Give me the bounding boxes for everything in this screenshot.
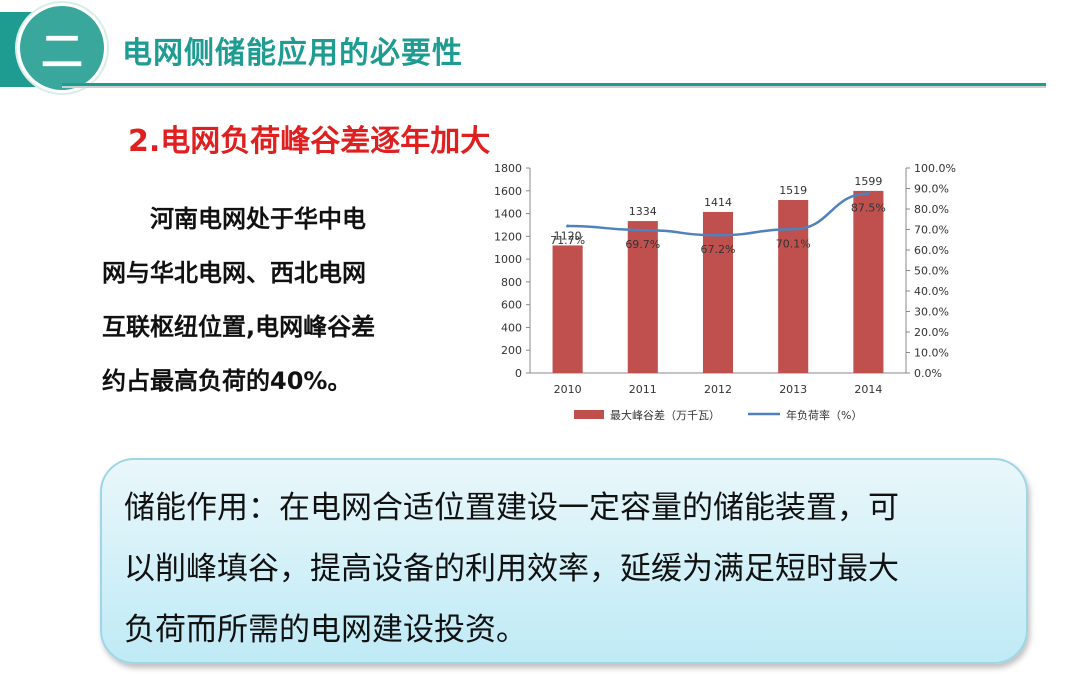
y-left-tick-label: 0 — [515, 367, 522, 380]
y-right-tick-label: 50.0% — [914, 265, 949, 278]
chart-svg: 0 200 400 600 800 1000 1200 1400 1600 1800 0.0% 10.… — [494, 162, 956, 422]
load-rate-point — [791, 227, 795, 231]
page-title: 电网侧储能应用的必要性 — [122, 36, 463, 71]
legend-bar-swatch — [574, 410, 604, 419]
y-left-tick-label: 1200 — [494, 230, 522, 243]
bar-data-label: 1334 — [629, 205, 657, 218]
load-rate-point — [566, 224, 570, 228]
note-text: 储能作用：在电网合适位置建设一定容量的储能装置，可 以削峰填谷，提高设备的利用效… — [124, 478, 1014, 661]
bar-data-label: 1519 — [779, 184, 807, 197]
bar — [552, 245, 583, 373]
description-text: 河南电网处于华中电 网与华北电网、西北电网 互联枢纽位置,电网峰谷差 约占最高负… — [102, 192, 462, 408]
line-data-label: 71.7% — [550, 234, 585, 247]
note-line: 储能作用：在电网合适位置建设一定容量的储能装置，可 — [124, 490, 899, 526]
y-right-tick-label: 20.0% — [914, 326, 949, 339]
y-right-tick-label: 100.0% — [914, 162, 956, 175]
bar-data-label: 1414 — [704, 196, 732, 209]
section-subtitle: 2.电网负荷峰谷差逐年加大 — [128, 124, 491, 159]
bar — [702, 211, 734, 373]
y-right-tick-label: 70.0% — [914, 224, 949, 237]
description-line: 河南电网处于华中电 — [150, 205, 366, 233]
bar-data-label: 1120 — [554, 229, 582, 242]
bar — [853, 190, 884, 373]
y-left-tick-label: 1400 — [494, 208, 522, 221]
description-line: 互联枢纽位置,电网峰谷差 — [102, 313, 376, 341]
x-tick-label: 2011 — [629, 383, 657, 396]
bar — [778, 200, 809, 373]
x-tick-label: 2010 — [554, 383, 582, 396]
section-number-badge: 二 — [20, 6, 104, 90]
peak-valley-chart: 0 200 400 600 800 1000 1200 1400 1600 1800 0.0% 10.… — [478, 152, 998, 442]
section-number: 二 — [40, 26, 83, 76]
x-tick-label: 2012 — [704, 383, 732, 396]
header-divider — [62, 83, 1046, 86]
y-left-tick-label: 800 — [501, 276, 522, 289]
y-left-tick-label: 400 — [501, 321, 522, 334]
y-right-tick-label: 0.0% — [914, 367, 942, 380]
note-line: 以削峰填谷，提高设备的利用效率，延缓为满足短时最大 — [124, 551, 899, 587]
bar — [627, 221, 658, 373]
y-right-tick-label: 90.0% — [914, 183, 949, 196]
y-left-tick-label: 1600 — [494, 185, 522, 198]
bar-data-label: 1599 — [854, 175, 882, 188]
line-data-label: 69.7% — [625, 238, 660, 251]
note-box — [100, 458, 1028, 664]
y-left-tick-label: 600 — [501, 299, 522, 312]
header-divider-shadow — [62, 86, 1046, 88]
y-right-tick-label: 60.0% — [914, 244, 949, 257]
y-left-tick-label: 1000 — [494, 253, 522, 266]
y-right-tick-label: 80.0% — [914, 203, 949, 216]
y-left-tick-label: 1800 — [494, 162, 522, 175]
line-data-label: 67.2% — [701, 243, 736, 256]
description-line: 网与华北电网、西北电网 — [102, 259, 366, 287]
line-data-label: 87.5% — [851, 202, 886, 215]
load-rate-line — [567, 192, 869, 237]
description-line: 约占最高负荷的40%。 — [102, 367, 352, 395]
y-left-tick-label: 200 — [501, 344, 522, 357]
load-rate-point — [641, 228, 645, 232]
line-data-label: 70.1% — [776, 237, 811, 250]
load-rate-point — [716, 233, 720, 237]
x-tick-label: 2014 — [854, 383, 882, 396]
legend-line-label: 年负荷率（%） — [786, 408, 862, 422]
y-right-tick-label: 10.0% — [914, 347, 949, 360]
x-tick-label: 2013 — [779, 383, 807, 396]
note-line: 负荷而所需的电网建设投资。 — [124, 612, 527, 648]
legend-bar-label: 最大峰谷差（万千瓦） — [610, 408, 720, 422]
load-rate-point — [866, 192, 870, 196]
y-right-tick-label: 40.0% — [914, 285, 949, 298]
y-right-tick-label: 30.0% — [914, 306, 949, 319]
